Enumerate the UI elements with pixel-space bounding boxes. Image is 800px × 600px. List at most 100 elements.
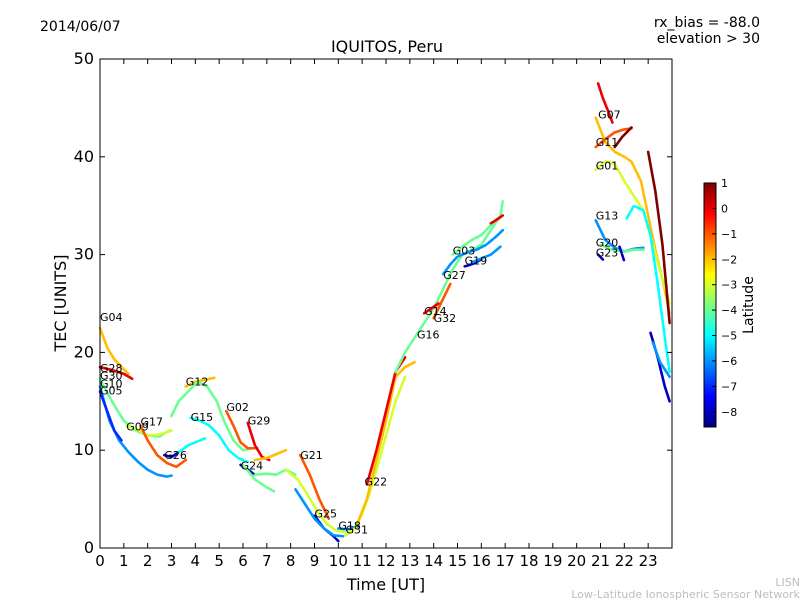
x-tick-label: 6 bbox=[238, 552, 248, 570]
tec-trace-g14 bbox=[422, 302, 440, 315]
colorbar-tick-label: −7 bbox=[721, 380, 737, 393]
satellite-label-g04: G04 bbox=[100, 311, 123, 324]
tec-trace-g19b bbox=[470, 245, 502, 264]
x-tick-label: 1 bbox=[119, 552, 129, 570]
satellite-label-g14: G14 bbox=[424, 305, 447, 318]
x-tick-label: 5 bbox=[214, 552, 224, 570]
satellite-label-g13: G13 bbox=[596, 209, 619, 222]
y-tick-label: 10 bbox=[74, 440, 94, 459]
tec-trace-g11 bbox=[594, 127, 633, 149]
satellite-label-g19: G19 bbox=[465, 254, 488, 267]
satellite-label-g32: G32 bbox=[434, 312, 457, 325]
x-tick-label: 18 bbox=[519, 552, 538, 570]
colorbar-label: Latitude bbox=[741, 276, 757, 334]
tec-trace-g16 bbox=[394, 199, 505, 374]
tec-trace-g12 bbox=[184, 376, 216, 388]
x-tick-label: 12 bbox=[376, 552, 395, 570]
colorbar bbox=[703, 182, 717, 428]
tec-trace-g20 bbox=[599, 243, 645, 253]
satellite-label-g22: G22 bbox=[365, 475, 388, 488]
satellite-label-g16: G16 bbox=[417, 329, 440, 342]
tec-trace-g25b bbox=[294, 488, 345, 538]
satellite-label-g10: G10 bbox=[100, 378, 123, 391]
y-tick-label: 40 bbox=[74, 147, 94, 166]
y-axis-ticks: 0 10 20 30 40 50 bbox=[74, 49, 672, 557]
tec-trace-g23 bbox=[596, 253, 605, 261]
footer-network: Low-Latitude Ionospheric Sensor Network bbox=[571, 588, 800, 600]
tec-trace-g22 bbox=[356, 360, 416, 525]
tec-trace-g32 bbox=[432, 282, 452, 320]
x-tick-label: 2 bbox=[143, 552, 153, 570]
satellite-label-g03: G03 bbox=[453, 245, 476, 258]
satellite-label-g31: G31 bbox=[345, 523, 368, 536]
tec-trace-g05 bbox=[98, 390, 123, 442]
tec-trace-g30 bbox=[98, 377, 171, 438]
x-tick-label: 8 bbox=[286, 552, 296, 570]
x-tick-label: 10 bbox=[329, 552, 348, 570]
satellite-label-g09: G09 bbox=[126, 421, 149, 434]
x-tick-label: 11 bbox=[353, 552, 372, 570]
tec-trace-g03b bbox=[489, 214, 505, 225]
y-axis-label: TEC [UNITS] bbox=[51, 255, 70, 353]
tec-trace-g29 bbox=[246, 421, 271, 462]
date-label: 2014/06/07 bbox=[40, 19, 121, 35]
tec-trace-g24c bbox=[253, 448, 288, 462]
tec-trace-g13b bbox=[625, 204, 671, 374]
satellite-label-g15: G15 bbox=[191, 411, 214, 424]
satellite-label-g27: G27 bbox=[443, 269, 466, 282]
x-axis-label: Time [UT] bbox=[346, 575, 425, 594]
x-tick-label: 19 bbox=[543, 552, 562, 570]
tec-trace-g12b bbox=[170, 380, 254, 452]
satellite-label-g02: G02 bbox=[226, 401, 249, 414]
colorbar-tick-label: −2 bbox=[721, 253, 737, 266]
footer-lisn: LISN bbox=[775, 576, 800, 589]
x-tick-label: 15 bbox=[448, 552, 467, 570]
satellite-label-g28: G28 bbox=[100, 362, 123, 375]
satellite-label-g20: G20 bbox=[596, 237, 619, 250]
y-tick-label: 30 bbox=[74, 245, 94, 264]
x-tick-label: 7 bbox=[262, 552, 272, 570]
y-tick-label: 50 bbox=[74, 49, 94, 68]
tec-trace-g26b bbox=[177, 437, 207, 454]
x-tick-label: 23 bbox=[639, 552, 658, 570]
y-tick-label: 20 bbox=[74, 342, 94, 361]
satellite-label-g17: G17 bbox=[141, 416, 164, 429]
satellite-label-g25: G25 bbox=[315, 508, 338, 521]
satellite-label-g30: G30 bbox=[100, 370, 123, 383]
satellite-label-g11: G11 bbox=[596, 136, 619, 149]
tec-trace-g26 bbox=[163, 450, 180, 459]
tec-trace-g21 bbox=[298, 453, 331, 520]
y-tick-label: 0 bbox=[84, 538, 94, 557]
x-tick-label: 20 bbox=[567, 552, 586, 570]
x-tick-label: 0 bbox=[95, 552, 105, 570]
x-tick-label: 17 bbox=[496, 552, 515, 570]
colorbar-tick-label: −1 bbox=[721, 228, 737, 241]
satellite-label-g07: G07 bbox=[598, 109, 621, 122]
colorbar-tick-label: 0 bbox=[721, 202, 728, 215]
tec-trace-g28 bbox=[98, 365, 134, 381]
satellite-label-g24: G24 bbox=[241, 460, 264, 473]
elevation-label: elevation > 30 bbox=[657, 31, 760, 47]
tec-trace-g31 bbox=[344, 375, 407, 537]
x-axis-ticks: 0 1 2 3 4 5 6 7 8 9 10 11 12 13 14 15 16 17 18 19 20 21 22 23 bbox=[95, 59, 658, 570]
satellite-label-g29: G29 bbox=[248, 415, 271, 428]
tec-trace-g09 bbox=[124, 424, 173, 437]
x-tick-label: 16 bbox=[472, 552, 491, 570]
colorbar-tick-label: −3 bbox=[721, 279, 737, 292]
x-tick-label: 14 bbox=[424, 552, 443, 570]
x-tick-label: 4 bbox=[191, 552, 201, 570]
colorbar-tick-label: −4 bbox=[721, 304, 737, 317]
satellite-label-g18: G18 bbox=[338, 519, 361, 532]
tec-trace-g04 bbox=[98, 326, 130, 376]
satellite-label-g05: G05 bbox=[100, 384, 123, 397]
tec-trace-g03 bbox=[451, 216, 502, 256]
tec-trace-g01b bbox=[646, 150, 671, 325]
tec-trace-g21b bbox=[284, 468, 347, 534]
colorbar-tick-label: 1 bbox=[721, 177, 728, 190]
x-tick-label: 3 bbox=[167, 552, 177, 570]
tec-trace-g01 bbox=[594, 160, 671, 305]
colorbar-ticks: 1 0 −1 −2 −3 −4 −5 −6 −7 −8 bbox=[712, 177, 737, 419]
colorbar-tick-label: −6 bbox=[721, 355, 737, 368]
